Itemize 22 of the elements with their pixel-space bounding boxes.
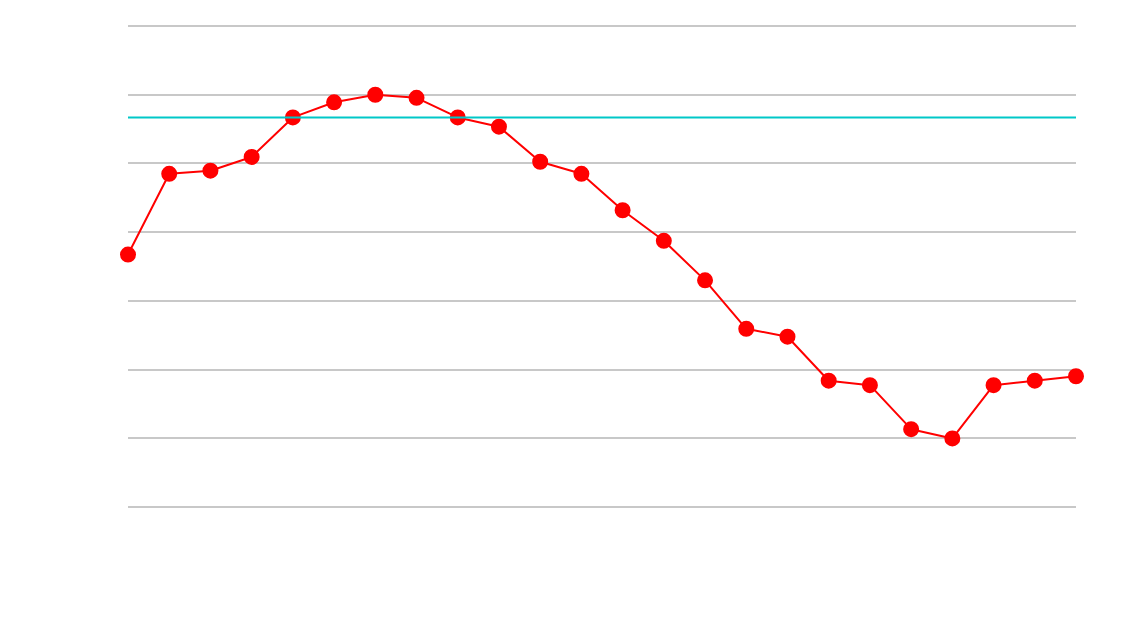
point [655,232,672,249]
point [697,272,714,289]
point [944,430,961,447]
point [614,202,631,219]
point [985,377,1002,394]
point [1068,368,1084,385]
point [120,246,136,263]
point [573,165,590,182]
point [738,320,755,337]
point [779,328,796,345]
point [861,377,878,394]
point [326,94,343,111]
point [202,162,219,179]
point [532,153,549,170]
point [408,89,425,106]
point [367,86,384,103]
point [1026,372,1043,389]
point [490,118,507,135]
point [820,372,837,389]
point [161,165,178,182]
point [903,421,920,438]
point [243,148,260,165]
